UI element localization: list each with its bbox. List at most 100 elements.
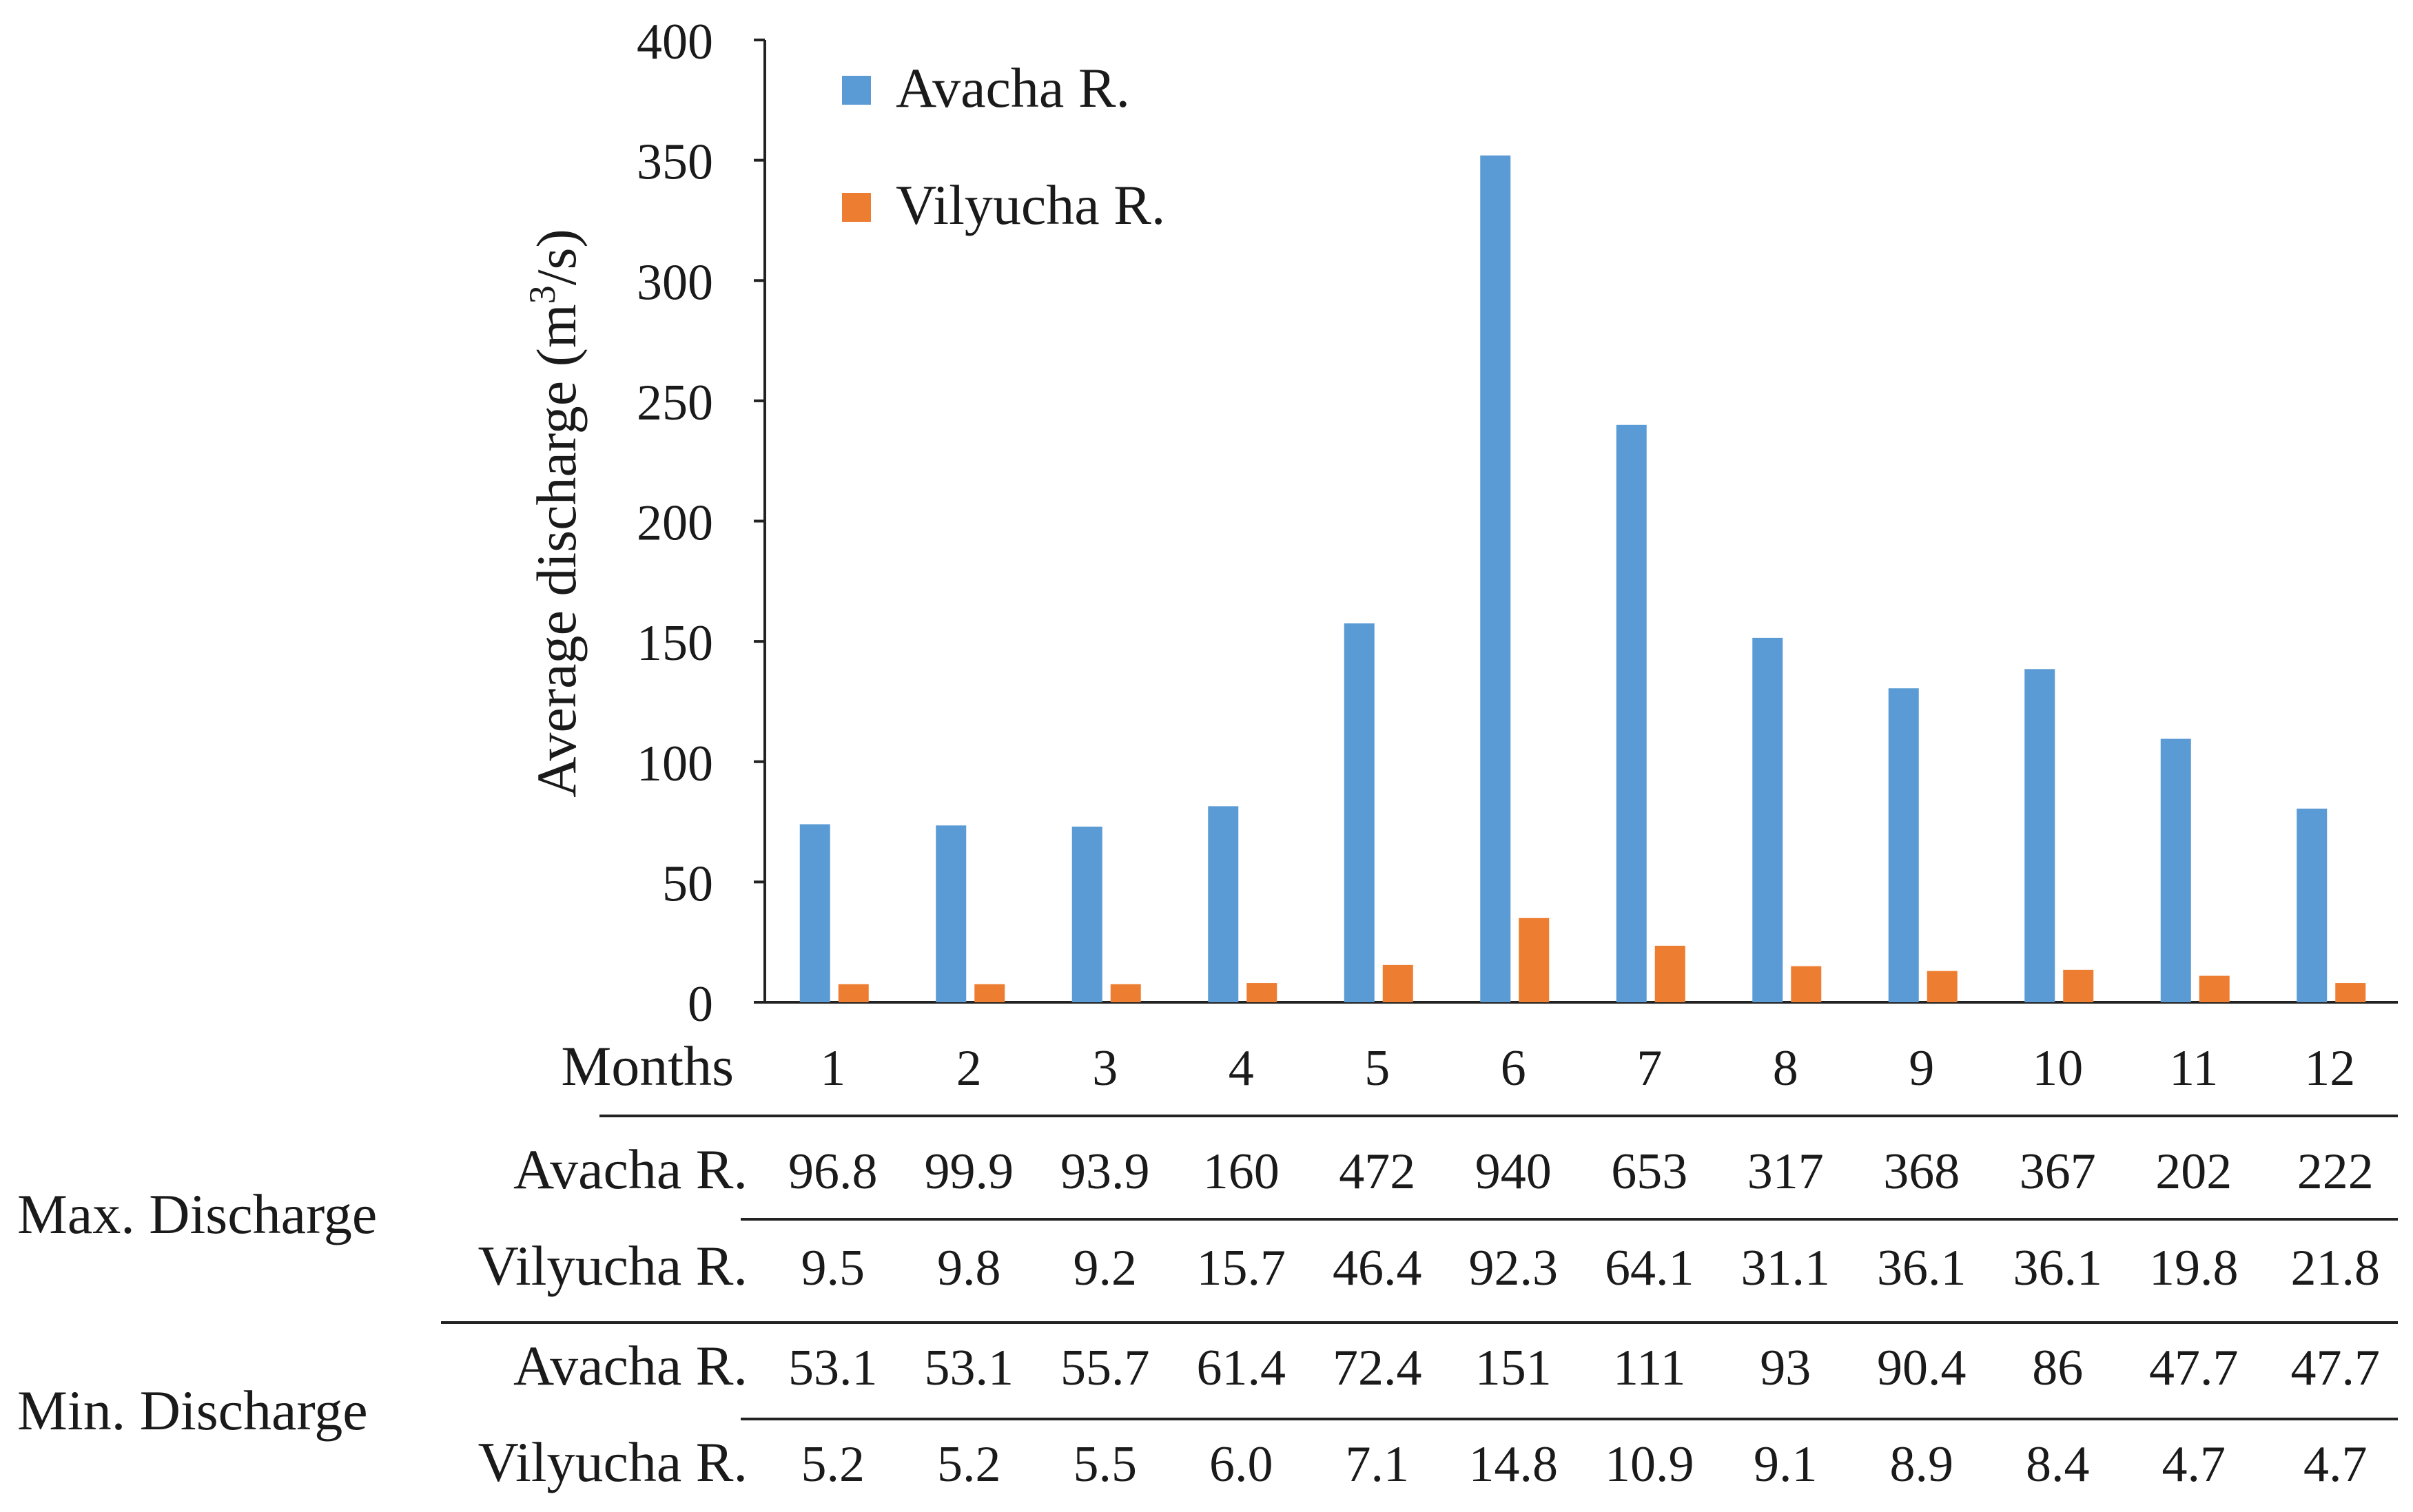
table-cell: 46.4 (1333, 1240, 1422, 1296)
bar-vilyucha (2063, 969, 2094, 1002)
month-label: 9 (1909, 1040, 1934, 1097)
bar-avacha (1208, 806, 1239, 1002)
table-cell: 53.1 (788, 1340, 878, 1396)
table-cell: 47.7 (2149, 1340, 2239, 1396)
y-tick-label: 350 (637, 134, 713, 191)
bar-vilyucha (1110, 984, 1141, 1002)
table-cell: 367 (2020, 1143, 2096, 1200)
bar-vilyucha (1246, 983, 1277, 1002)
month-label: 1 (820, 1040, 845, 1097)
months-label: Months (561, 1035, 734, 1097)
month-label: 2 (956, 1040, 982, 1097)
table-cell: 15.7 (1197, 1240, 1286, 1296)
table-cell: 472 (1339, 1143, 1415, 1200)
legend-label: Vilyucha R. (896, 174, 1165, 236)
y-tick-label: 300 (637, 254, 713, 311)
table-cell: 10.9 (1605, 1436, 1694, 1493)
table-cell: 31.1 (1741, 1240, 1831, 1296)
legend-swatch (842, 76, 871, 105)
table-cell: 36.1 (1877, 1240, 1967, 1296)
month-label: 8 (1773, 1040, 1798, 1097)
table-cell: 368 (1883, 1143, 1960, 1200)
table-cell: 4.7 (2162, 1436, 2226, 1493)
table-cell: 222 (2297, 1143, 2374, 1200)
month-label: 6 (1501, 1040, 1526, 1097)
table-cell: 21.8 (2291, 1240, 2381, 1296)
table-cell: 7.1 (1346, 1436, 1410, 1493)
bar-vilyucha (1519, 918, 1550, 1002)
bar-vilyucha (1382, 964, 1413, 1002)
bar-avacha (1616, 424, 1647, 1002)
table-cell: 61.4 (1197, 1340, 1286, 1396)
table-cell: 317 (1747, 1143, 1824, 1200)
table-cell: 9.1 (1754, 1436, 1818, 1493)
y-tick-label: 400 (637, 14, 713, 70)
table-cell: 90.4 (1877, 1340, 1967, 1396)
bar-vilyucha (2335, 983, 2366, 1002)
table-cell: 202 (2155, 1143, 2232, 1200)
bar-vilyucha (1791, 966, 1822, 1002)
month-label: 4 (1229, 1040, 1254, 1097)
month-label: 10 (2032, 1040, 2083, 1097)
table-cell: 9.2 (1074, 1240, 1138, 1296)
table-cell: 55.7 (1060, 1340, 1150, 1396)
y-tick-label: 50 (662, 856, 713, 912)
table-cell: 940 (1475, 1143, 1552, 1200)
table-cell: 111 (1613, 1340, 1686, 1396)
group-label: Min. Discharge (17, 1379, 368, 1442)
bar-vilyucha (2199, 975, 2230, 1002)
table-cell: 8.4 (2026, 1436, 2090, 1493)
month-label: 12 (2304, 1040, 2355, 1097)
bar-vilyucha (1654, 945, 1685, 1002)
table-cell: 64.1 (1605, 1240, 1694, 1296)
plot-area: 0 50 100 150 200 250 300 350 400 Avacha R. Vilyuch… (637, 14, 2398, 1033)
bar-vilyucha (1927, 971, 1958, 1002)
table-cell: 96.8 (788, 1143, 878, 1200)
row-river-label: Vilyucha R. (478, 1234, 748, 1297)
legend-swatch (842, 193, 871, 222)
table-cell: 8.9 (1890, 1436, 1954, 1493)
discharge-table: Months 1 2 3 4 5 6 7 8 9 10 11 1 2 Max. Discharge Avach… (17, 1035, 2398, 1493)
bar-avacha (936, 825, 967, 1002)
bar-avacha (1888, 688, 1919, 1002)
table-cell: 72.4 (1333, 1340, 1422, 1396)
bar-avacha (1071, 827, 1102, 1002)
table-cell: 36.1 (2013, 1240, 2103, 1296)
y-tick-label: 150 (637, 615, 713, 672)
month-label: 7 (1636, 1040, 1662, 1097)
y-tick-label: 200 (637, 495, 713, 552)
bar-avacha (1480, 155, 1511, 1002)
table-cell: 5.2 (801, 1436, 865, 1493)
table-cell: 53.1 (925, 1340, 1014, 1396)
bar-avacha (2024, 669, 2055, 1002)
row-river-label: Vilyucha R. (478, 1431, 748, 1493)
y-axis-label: Average discharge (m3/s) (522, 229, 588, 797)
table-cell: 653 (1611, 1143, 1687, 1200)
y-tick-label: 250 (637, 375, 713, 431)
legend-label: Avacha R. (896, 56, 1130, 119)
table-cell: 19.8 (2149, 1240, 2239, 1296)
table-cell: 93 (1760, 1340, 1811, 1396)
y-tick-label: 0 (688, 976, 713, 1033)
table-cell: 5.5 (1074, 1436, 1138, 1493)
table-cell: 6.0 (1209, 1436, 1273, 1493)
group-label: Max. Discharge (17, 1183, 377, 1245)
table-cell: 92.3 (1469, 1240, 1559, 1296)
bar-vilyucha (974, 984, 1005, 1002)
bar-avacha (799, 824, 830, 1002)
row-river-label: Avacha R. (513, 1138, 748, 1201)
table-cell: 9.5 (801, 1240, 865, 1296)
table-cell: 9.8 (937, 1240, 1001, 1296)
table-cell: 14.8 (1469, 1436, 1559, 1493)
table-cell: 86 (2032, 1340, 2083, 1396)
table-cell: 5.2 (937, 1436, 1001, 1493)
month-label: 3 (1092, 1040, 1118, 1097)
table-cell: 160 (1203, 1143, 1280, 1200)
table-cell: 93.9 (1060, 1143, 1150, 1200)
row-river-label: Avacha R. (513, 1334, 748, 1397)
month-label: 5 (1364, 1040, 1390, 1097)
table-cell: 4.7 (2303, 1436, 2368, 1493)
table-cell: 151 (1475, 1340, 1552, 1396)
y-tick-label: 100 (637, 736, 713, 792)
